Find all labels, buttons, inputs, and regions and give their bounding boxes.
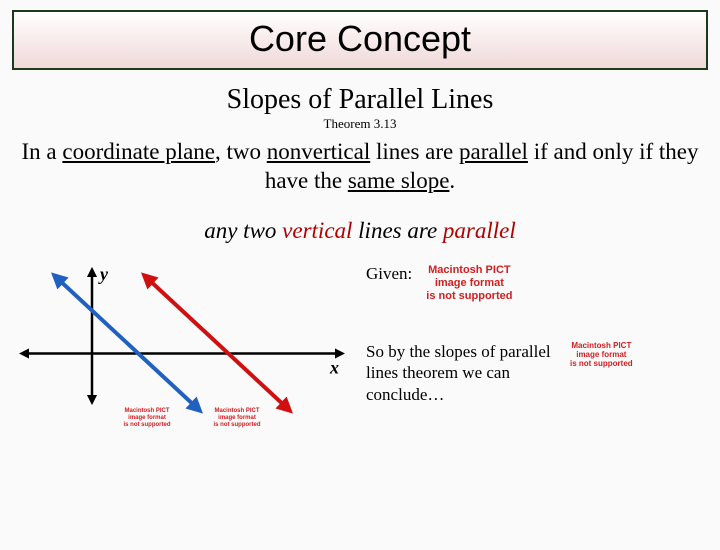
pict-line: is not supported: [570, 359, 633, 368]
pict-error-icon: Macintosh PICT image format is not suppo…: [426, 264, 512, 304]
lower-section: yxMacintosh PICTimage formatis not suppo…: [0, 260, 720, 435]
pict-line: Macintosh PICT: [570, 341, 633, 350]
theorem-statement: In a coordinate plane, two nonvertical l…: [20, 138, 700, 196]
substatement-term: vertical: [282, 218, 352, 243]
theorem-part: lines are: [370, 139, 459, 164]
substatement-part: any two: [204, 218, 282, 243]
given-label: Given:: [366, 264, 412, 284]
substatement-part: lines are: [352, 218, 443, 243]
theorem-number: Theorem 3.13: [0, 116, 720, 132]
right-column: Given: Macintosh PICT image format is no…: [366, 260, 708, 435]
theorem-term: parallel: [459, 139, 528, 164]
sub-statement: any two vertical lines are parallel: [20, 218, 700, 244]
pict-line: is not supported: [426, 290, 512, 303]
theorem-term: same slope: [348, 168, 450, 193]
theorem-part: In a: [22, 139, 63, 164]
substatement-term: parallel: [443, 218, 516, 243]
pict-line: image format: [570, 350, 633, 359]
section-subtitle: Slopes of Parallel Lines: [0, 84, 720, 116]
page-title: Core Concept: [14, 18, 706, 60]
svg-text:Macintosh PICTimage formatis n: Macintosh PICTimage formatis not support…: [214, 408, 261, 428]
pict-line: Macintosh PICT: [426, 264, 512, 277]
theorem-part: , two: [215, 139, 267, 164]
theorem-term: nonvertical: [267, 139, 370, 164]
parallel-lines-graph: y x Macintosh PICTimage formatis not suppo…: [12, 260, 352, 430]
svg-text:Macintosh PICTimage formatis n: Macintosh PICTimage formatis not support…: [124, 408, 171, 428]
svg-text:x: x: [329, 357, 339, 377]
conclude-text: So by the slopes of parallel lines theor…: [366, 341, 556, 405]
given-row: Given: Macintosh PICT image format is no…: [366, 264, 708, 304]
theorem-part: .: [449, 168, 455, 193]
theorem-term: coordinate plane: [62, 139, 215, 164]
graph-column: y x Macintosh PICTimage formatis not suppo…: [12, 260, 352, 435]
pict-error-icon: Macintosh PICT image format is not suppo…: [570, 341, 633, 369]
header-box: Core Concept: [12, 10, 708, 70]
conclude-row: So by the slopes of parallel lines theor…: [366, 341, 708, 405]
svg-text:y: y: [98, 264, 109, 284]
pict-line: image format: [426, 277, 512, 290]
